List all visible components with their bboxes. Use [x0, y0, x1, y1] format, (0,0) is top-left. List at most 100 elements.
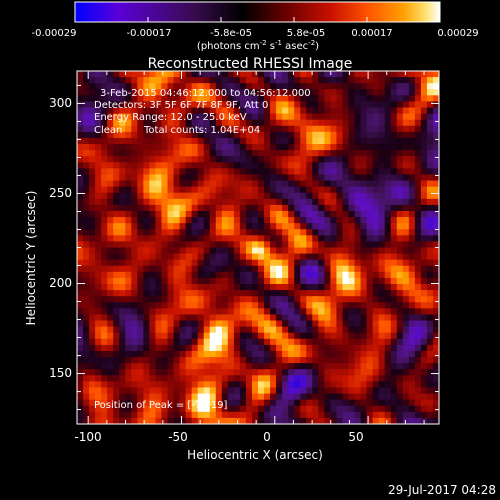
image-pixel — [258, 162, 265, 169]
image-pixel — [209, 204, 217, 212]
image-pixel — [137, 284, 144, 291]
image-pixel — [167, 332, 175, 340]
image-pixel — [432, 259, 439, 267]
image-pixel — [264, 405, 271, 413]
image-pixel — [330, 350, 338, 358]
image-pixel — [414, 71, 422, 78]
image-pixel — [149, 417, 157, 424]
colorbar-tick-label: 5.8e-05 — [287, 28, 325, 39]
image-pixel — [125, 131, 132, 139]
image-pixel — [167, 229, 175, 236]
image-pixel — [83, 192, 90, 200]
image-pixel — [324, 192, 331, 200]
image-pixel — [77, 259, 84, 267]
image-pixel — [149, 241, 157, 249]
image-pixel — [221, 253, 229, 261]
image-pixel — [426, 344, 434, 352]
image-pixel — [420, 357, 428, 364]
image-pixel — [318, 71, 325, 78]
image-pixel — [378, 223, 386, 230]
image-pixel — [197, 265, 205, 273]
image-pixel — [191, 168, 199, 176]
image-pixel — [107, 393, 114, 401]
image-pixel — [402, 363, 410, 370]
image-pixel — [294, 83, 301, 90]
image-pixel — [125, 393, 132, 401]
image-pixel — [77, 235, 84, 243]
image-pixel — [185, 144, 193, 151]
image-pixel — [119, 271, 126, 279]
image-pixel — [342, 95, 350, 103]
image-pixel — [318, 338, 325, 346]
image-pixel — [125, 350, 132, 358]
image-pixel — [221, 320, 229, 328]
image-pixel — [167, 320, 175, 328]
image-pixel — [167, 107, 175, 115]
image-pixel — [179, 344, 187, 352]
image-pixel — [306, 137, 313, 145]
image-pixel — [330, 107, 338, 115]
image-pixel — [89, 235, 96, 243]
image-pixel — [161, 229, 169, 236]
image-pixel — [251, 350, 259, 358]
image-pixel — [197, 344, 205, 352]
image-pixel — [360, 308, 368, 316]
image-pixel — [396, 363, 404, 370]
image-pixel — [360, 381, 368, 389]
image-pixel — [324, 308, 331, 316]
image-pixel — [276, 290, 283, 297]
image-pixel — [149, 350, 157, 358]
image-pixel — [209, 174, 217, 182]
image-pixel — [197, 247, 205, 255]
image-pixel — [420, 131, 428, 139]
image-pixel — [107, 344, 114, 352]
image-pixel — [239, 350, 247, 358]
image-pixel — [113, 150, 120, 157]
image-pixel — [131, 235, 138, 243]
image-pixel — [354, 156, 362, 163]
image-pixel — [233, 174, 241, 182]
image-pixel — [89, 387, 96, 395]
image-pixel — [185, 405, 193, 413]
image-pixel — [258, 320, 265, 328]
image-pixel — [336, 235, 344, 243]
image-pixel — [396, 338, 404, 346]
image-pixel — [312, 357, 319, 364]
image-pixel — [179, 192, 187, 200]
image-pixel — [119, 296, 126, 303]
image-pixel — [414, 259, 422, 267]
image-pixel — [107, 156, 114, 163]
image-pixel — [420, 192, 428, 200]
image-pixel — [131, 241, 138, 249]
image-pixel — [378, 101, 386, 109]
image-pixel — [239, 229, 247, 236]
image-pixel — [215, 350, 223, 358]
image-pixel — [312, 363, 319, 370]
image-pixel — [282, 77, 289, 84]
image-pixel — [143, 265, 150, 273]
image-pixel — [77, 131, 84, 139]
image-pixel — [306, 235, 313, 243]
image-pixel — [336, 210, 344, 218]
image-pixel — [300, 259, 307, 267]
image-pixel — [143, 271, 150, 279]
y-tick-label: 200 — [49, 276, 72, 290]
y-axis-label: Heliocentric Y (arcsec) — [24, 191, 38, 326]
image-pixel — [360, 217, 368, 224]
image-pixel — [276, 192, 283, 200]
image-pixel — [101, 186, 108, 194]
image-pixel — [336, 192, 344, 200]
image-pixel — [167, 162, 175, 169]
image-pixel — [89, 77, 96, 84]
image-pixel — [149, 375, 157, 382]
image-pixel — [288, 302, 295, 309]
image-pixel — [101, 77, 108, 84]
image-pixel — [432, 217, 439, 224]
image-pixel — [107, 411, 114, 419]
image-pixel — [191, 125, 199, 133]
image-pixel — [294, 241, 301, 249]
image-pixel — [125, 332, 132, 340]
image-pixel — [227, 204, 235, 212]
image-pixel — [119, 198, 126, 206]
image-pixel — [390, 235, 398, 243]
